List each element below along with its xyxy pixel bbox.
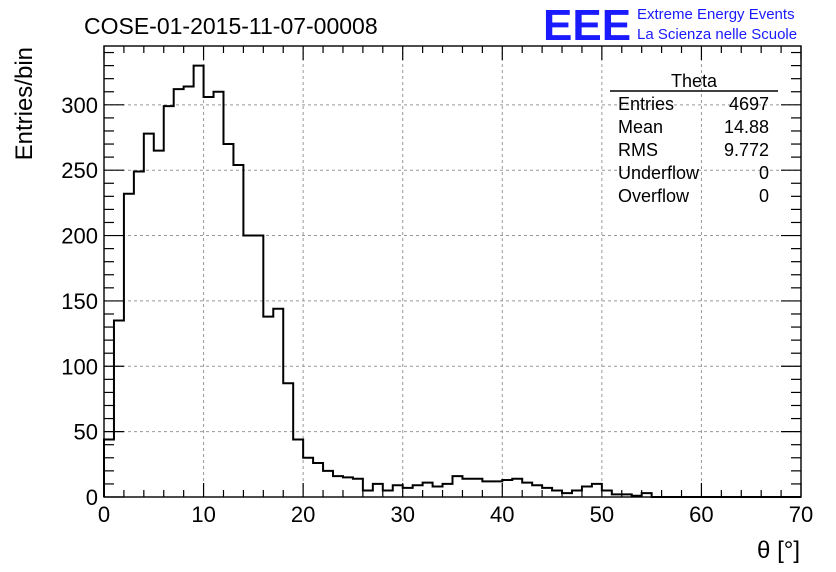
eee-logo-line1: Extreme Energy Events <box>637 6 795 23</box>
histogram-bin <box>433 487 443 497</box>
stats-value-mean: 14.88 <box>724 117 769 137</box>
histogram-bin <box>443 484 453 497</box>
histogram-bin <box>194 66 204 497</box>
stats-title: Theta <box>671 71 718 91</box>
stats-rows: Entries 4697 Mean 14.88 RMS 9.772 Underflow 0 Ov… <box>618 94 769 206</box>
histogram-bin <box>263 317 273 497</box>
x-tick-label-70: 70 <box>789 502 813 527</box>
histogram-bin <box>293 439 303 497</box>
histogram-bin <box>154 151 164 497</box>
stats-label-mean: Mean <box>618 117 663 137</box>
histogram-bin <box>184 87 194 497</box>
histogram-bin <box>453 476 463 497</box>
grid <box>104 46 801 497</box>
x-tick-labels: 0 10 20 30 40 50 60 70 <box>98 502 813 527</box>
histogram-bin <box>273 309 283 497</box>
histogram-bin <box>204 97 214 497</box>
histogram-bin <box>502 480 512 497</box>
y-tick-label-50: 50 <box>74 420 98 445</box>
y-axis-title: Entries/bin <box>11 47 38 160</box>
stats-value-rms: 9.772 <box>724 140 769 160</box>
y-tick-label-0: 0 <box>86 485 98 510</box>
y-tick-labels: 0 50 100 150 200 250 300 <box>61 93 98 510</box>
histogram-bin <box>164 106 174 497</box>
histogram-bin <box>303 458 313 497</box>
y-tick-label-100: 100 <box>61 354 98 379</box>
stats-box: Theta Entries 4697 Mean 14.88 RMS 9.772 Underf… <box>610 71 778 206</box>
histogram-bin <box>552 490 562 497</box>
histogram-bin <box>214 92 224 497</box>
histogram-bin <box>124 194 134 497</box>
x-tick-label-20: 20 <box>291 502 315 527</box>
histogram-bin <box>144 134 154 497</box>
stats-label-rms: RMS <box>618 140 658 160</box>
x-tick-label-10: 10 <box>191 502 215 527</box>
stats-value-underflow: 0 <box>759 163 769 183</box>
histogram-outline <box>103 64 801 498</box>
histogram-bin <box>602 490 612 497</box>
histogram-bin <box>462 479 472 497</box>
histogram-bin <box>174 89 184 497</box>
y-tick-label-250: 250 <box>61 158 98 183</box>
histogram-bin <box>114 321 124 497</box>
y-tick-label-300: 300 <box>61 93 98 118</box>
histogram-bin <box>353 479 363 497</box>
histogram-bin <box>243 236 253 497</box>
histogram-bin <box>343 477 353 497</box>
stats-label-entries: Entries <box>618 94 674 114</box>
histogram-bin <box>253 236 263 497</box>
histogram-bin <box>582 487 592 497</box>
y-tick-label-200: 200 <box>61 224 98 249</box>
histogram-bin <box>532 485 542 497</box>
histogram-bin <box>313 463 323 497</box>
x-tick-label-60: 60 <box>689 502 713 527</box>
histogram-bin <box>134 171 144 497</box>
stats-value-entries: 4697 <box>729 94 769 114</box>
histogram-bin <box>522 483 532 497</box>
chart-title: COSE-01-2015-11-07-00008 <box>84 13 378 39</box>
histogram-bin <box>393 485 403 497</box>
histogram-bin <box>383 490 393 497</box>
x-tick-label-30: 30 <box>390 502 414 527</box>
eee-logo-mark: EEE <box>543 1 631 50</box>
histogram-bin <box>403 488 413 497</box>
x-tick-label-0: 0 <box>98 502 110 527</box>
y-tick-label-150: 150 <box>61 289 98 314</box>
histogram-bin <box>323 471 333 497</box>
histogram-bin <box>542 488 552 497</box>
x-tick-label-50: 50 <box>590 502 614 527</box>
x-axis-title: θ [°] <box>757 537 800 564</box>
stats-value-overflow: 0 <box>759 186 769 206</box>
histogram-bin <box>423 483 433 497</box>
histogram-bin <box>373 484 383 497</box>
stats-label-underflow: Underflow <box>618 163 700 183</box>
histogram-bin <box>472 479 482 497</box>
axis-ticks <box>103 46 802 498</box>
histogram-bin <box>492 481 502 497</box>
histogram-bin <box>233 165 243 497</box>
histogram-bin <box>283 383 293 497</box>
histogram-bin <box>482 481 492 497</box>
eee-logo: EEE Extreme Energy Events La Scienza nel… <box>543 1 797 50</box>
plot-frame <box>103 45 802 498</box>
x-tick-label-40: 40 <box>490 502 514 527</box>
histogram-bin <box>592 484 602 497</box>
histogram-bin <box>413 485 423 497</box>
histogram-bin <box>223 144 233 497</box>
eee-logo-line2: La Scienza nelle Scuole <box>637 26 797 43</box>
stats-label-overflow: Overflow <box>618 186 690 206</box>
histogram-bin <box>512 479 522 497</box>
histogram-bin <box>333 476 343 497</box>
histogram-series <box>103 64 801 498</box>
histogram-bin <box>104 439 114 497</box>
histogram-bin <box>363 490 373 497</box>
histogram-bin <box>572 490 582 497</box>
